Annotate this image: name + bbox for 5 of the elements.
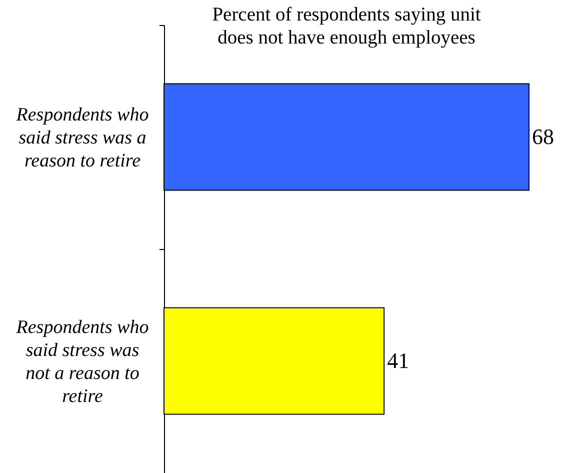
data-label: 41 — [387, 348, 410, 373]
data-label: 68 — [532, 124, 554, 149]
chart-title: Percent of respondents saying unit does not have enough employees — [212, 4, 482, 48]
y-tick-label: Respondents who said stress was not a reason to retire — [15, 317, 149, 407]
y-tick-label: Respondents who said stress was a reason to retire — [15, 104, 149, 172]
